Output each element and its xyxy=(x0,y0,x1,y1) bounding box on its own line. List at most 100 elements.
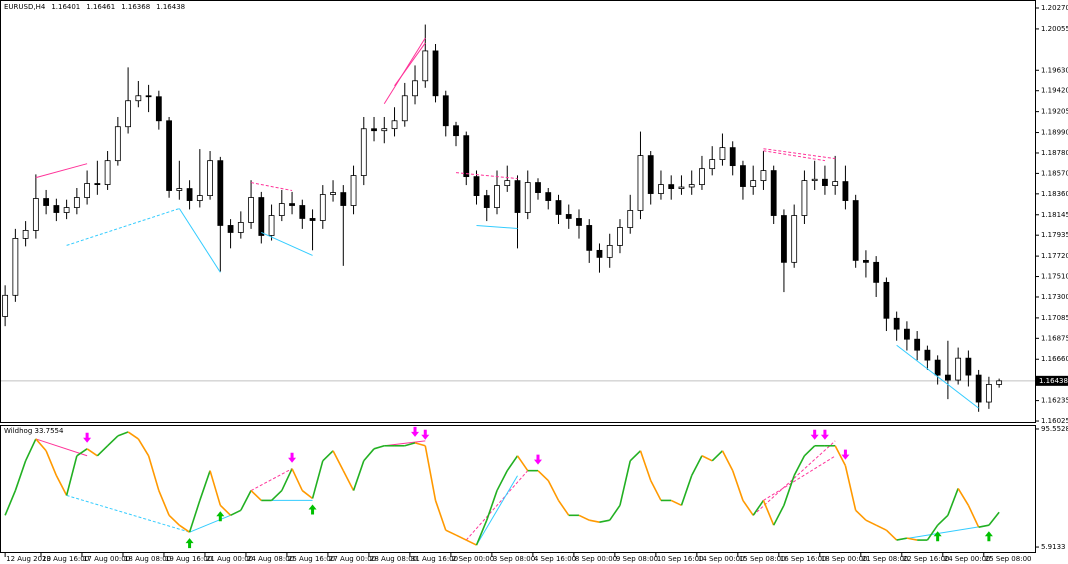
y-tick-label: 1.16235 xyxy=(1041,397,1068,405)
x-tick-label: 12 Aug 2020 xyxy=(6,555,51,563)
y-tick-label: 1.18570 xyxy=(1041,169,1068,177)
divergence-line xyxy=(896,344,979,409)
oscillator-segment xyxy=(65,455,78,496)
oscillator-segment xyxy=(147,455,160,491)
y-tick-label: 1.19205 xyxy=(1041,108,1068,116)
oscillator-segment xyxy=(281,468,293,491)
oscillator-segment xyxy=(701,455,713,462)
candle-body xyxy=(12,238,19,296)
oscillator-segment xyxy=(137,438,150,457)
x-tick-label: 28 Aug 08:00 xyxy=(370,555,417,563)
candle-body xyxy=(84,183,91,198)
x-tick-label: 15 Sep 08:00 xyxy=(739,555,786,563)
x-tick-label: 22 Sep 16:00 xyxy=(903,555,950,563)
oscillator-segment xyxy=(896,537,908,541)
candle-body xyxy=(606,245,613,258)
x-tick-label: 24 Aug 08:00 xyxy=(247,555,294,563)
candle-body xyxy=(125,100,131,128)
x-tick-label: 18 Aug 08:00 xyxy=(124,555,171,563)
oscillator-segment xyxy=(35,438,47,452)
symbol: EURUSD,H4 xyxy=(4,3,46,11)
divergence-line xyxy=(763,148,836,160)
divergence-line xyxy=(476,224,518,229)
candle-body xyxy=(135,95,142,102)
oscillator-segment xyxy=(55,475,68,496)
x-tick-label: 10 Sep 16:00 xyxy=(657,555,704,563)
candle-body xyxy=(658,184,664,194)
candle-body xyxy=(360,128,367,176)
candle-body xyxy=(955,357,962,381)
x-tick-label: 8 Sep 00:00 xyxy=(575,555,617,563)
candle-body xyxy=(412,80,418,97)
x-tick-label: 24 Sep 00:00 xyxy=(944,555,991,563)
signal-arrow xyxy=(810,429,819,440)
y-tick-label: 1.16875 xyxy=(1041,334,1068,342)
candle-body xyxy=(268,215,275,236)
candle-body xyxy=(63,207,70,213)
candle-body xyxy=(248,197,254,223)
candle-body xyxy=(709,159,716,170)
candle-body xyxy=(576,218,582,226)
oscillator-segment xyxy=(803,445,816,457)
candle-body xyxy=(463,135,470,178)
oscillator-segment xyxy=(14,460,27,491)
candle-body xyxy=(647,155,654,194)
oscillator-segment xyxy=(86,448,98,457)
signal-arrow xyxy=(288,452,297,463)
candle-body xyxy=(934,359,941,376)
x-tick-label: 9 Sep 08:00 xyxy=(616,555,658,563)
y-tick-label: 1.18145 xyxy=(1041,211,1068,219)
oscillator-segment xyxy=(619,460,632,506)
x-tick-label: 4 Sep 16:00 xyxy=(534,555,576,563)
oscillator-segment xyxy=(4,490,17,516)
oscillator-segment xyxy=(690,455,703,476)
oscillator-segment xyxy=(373,445,385,450)
y-tick-label: 1.17300 xyxy=(1041,293,1068,301)
candle-body xyxy=(832,181,839,186)
oscillator-segment xyxy=(96,445,109,457)
oscillator-segment xyxy=(168,514,180,526)
candle-body xyxy=(94,183,101,185)
oscillator-segment xyxy=(967,504,980,528)
candle-body xyxy=(883,281,890,319)
candle-body xyxy=(985,384,992,403)
oscillator-segment xyxy=(988,511,1000,526)
divergence-line xyxy=(66,494,190,533)
oscillator-segment xyxy=(363,448,375,462)
candle-body xyxy=(627,210,634,228)
oscillator-segment xyxy=(731,470,744,501)
candle-body xyxy=(781,215,787,263)
oscillator-segment xyxy=(557,499,570,516)
oscillator-segment xyxy=(742,499,754,516)
candle-body xyxy=(350,175,357,206)
oscillator-segment xyxy=(783,475,795,506)
candle-body xyxy=(391,120,398,130)
candle-body xyxy=(43,198,50,206)
divergence-line xyxy=(763,455,836,501)
divergence-line xyxy=(250,182,293,192)
oscillator-segment xyxy=(578,514,590,521)
y-tick-label: 1.16660 xyxy=(1041,355,1068,363)
y-tick-label: 1.20055 xyxy=(1041,25,1068,33)
divergence-line xyxy=(189,514,231,533)
oscillator-segment xyxy=(291,468,304,491)
oscillator-segment xyxy=(230,509,242,517)
x-tick-label: 27 Aug 00:00 xyxy=(329,555,376,563)
oscillator-segment xyxy=(404,442,416,447)
oscillator-segment xyxy=(875,524,887,531)
oscillator-segment xyxy=(629,450,642,462)
candle-body xyxy=(432,50,439,97)
candle-body xyxy=(504,180,511,186)
oscillator-segment xyxy=(250,489,262,502)
candle-body xyxy=(473,176,480,196)
oscillator-segment xyxy=(240,490,252,511)
candle-body xyxy=(104,160,111,185)
candle-body xyxy=(565,214,572,219)
oscillator-segment xyxy=(465,539,477,546)
header-value: 1.16368 xyxy=(121,3,150,11)
candle-body xyxy=(811,178,818,182)
divergence-line xyxy=(178,208,221,273)
oscillator-segment xyxy=(926,524,939,541)
candle-body xyxy=(258,197,265,236)
